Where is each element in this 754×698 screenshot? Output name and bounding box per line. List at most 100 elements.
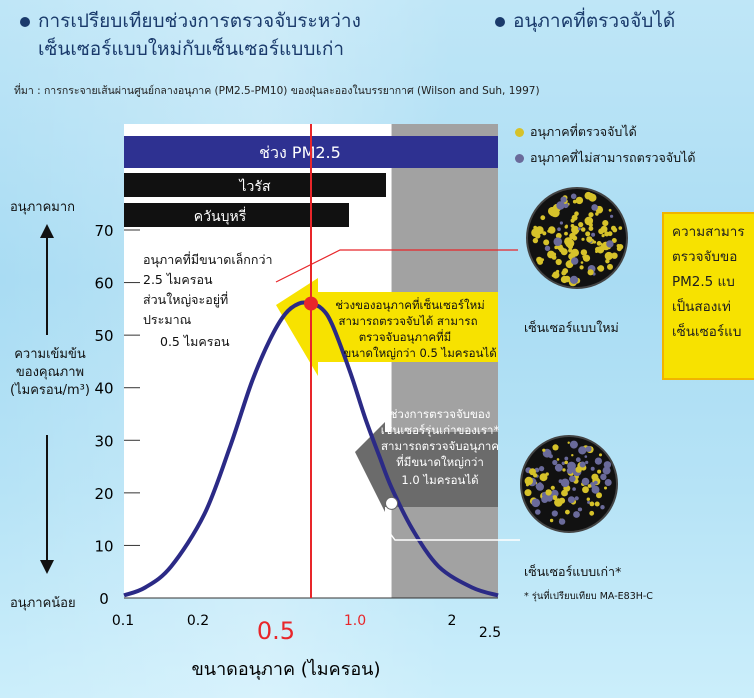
peak-marker — [304, 296, 318, 311]
particle-dot — [568, 248, 573, 253]
pm25-bar-label: ช่วง PM2.5 — [259, 143, 341, 162]
particle-dot — [600, 473, 607, 481]
particle-dot — [591, 204, 598, 211]
old-note-line: เซ็นเซอร์รุ่นเก่าของเรา* — [381, 422, 500, 437]
particle-dot — [582, 486, 589, 494]
particle-dot — [599, 242, 603, 246]
particle-dot — [594, 501, 600, 507]
particle-dot — [588, 223, 593, 227]
header-left-line1: การเปรียบเทียบช่วงการตรวจจับระหว่าง — [20, 8, 361, 34]
capability-callout: ความสามาร ตรวจจับขอ PM2.5 แบ เป็นสองเท่ … — [662, 212, 754, 380]
particle-dot — [524, 489, 532, 497]
particle-dot — [603, 461, 612, 469]
y-ticks: 0 10 20 30 40 50 60 70 — [94, 222, 140, 608]
y-title-line3: (ไมครอน/m³) — [10, 383, 90, 398]
particle-dot — [600, 225, 608, 233]
particle-dot — [607, 263, 613, 270]
particle-dot — [556, 201, 565, 210]
particle-dot — [588, 212, 594, 218]
particle-dot — [561, 489, 568, 497]
particle-dot — [584, 455, 588, 458]
old-sensor-label: เซ็นเซอร์แบบเก่า* — [524, 564, 622, 579]
header-left-line2: เซ็นเซอร์แบบใหม่กับเซ็นเซอร์แบบเก่า — [38, 38, 345, 60]
y-tick-label: 10 — [94, 537, 113, 555]
arrow-up-icon — [40, 224, 54, 238]
particle-dot — [567, 496, 575, 504]
particle-dot — [586, 497, 590, 501]
y-bottom-label: อนุภาคน้อย — [10, 596, 76, 611]
y-tick-label: 0 — [99, 590, 109, 608]
particle-dot — [611, 238, 617, 243]
particle-dot — [600, 505, 605, 510]
particle-dot — [560, 248, 568, 256]
particle-dot — [555, 258, 562, 266]
model-note: * รุ่นที่เปรียบเทียบ MA-E83H-C — [524, 591, 653, 602]
y-tick-label: 40 — [94, 380, 113, 398]
y-tick-label: 20 — [94, 485, 113, 503]
old-note-line: ที่มีขนาดใหญ่กว่า — [396, 454, 484, 469]
particle-dot — [560, 275, 569, 284]
y-axis-title: ความเข้มข้น ของคุณภาพ (ไมครอน/m³) — [6, 346, 94, 400]
particle-dot — [584, 191, 593, 200]
new-note-line: ขนาดใหญ่กว่า 0.5 ไมครอนได้ — [343, 346, 496, 360]
old-note-line: สามารถตรวจจับอนุภาค — [381, 439, 499, 453]
particle-dot — [561, 461, 565, 465]
particle-dot — [597, 469, 602, 474]
old-note-line: ช่วงการตรวจจับของ — [390, 407, 491, 421]
particle-dot — [552, 444, 559, 451]
new-note-line: สามารถตรวจจับได้ สามารถ — [338, 314, 477, 328]
particle-dot — [550, 489, 559, 498]
old-sensor-marker — [385, 496, 399, 510]
particle-dot — [593, 240, 597, 244]
particle-dot — [543, 239, 550, 246]
bullet-icon — [20, 16, 30, 27]
x-tick-0.2: 0.2 — [187, 613, 209, 629]
new-sensor-connector — [275, 249, 518, 283]
y-tick-label: 60 — [94, 275, 113, 293]
virus-bar-label: ไวรัส — [239, 178, 271, 195]
particle-dot — [569, 475, 576, 483]
particle-dot — [562, 468, 566, 472]
particle-dot — [618, 226, 623, 230]
particle-dot — [564, 460, 568, 465]
particle-dot — [554, 463, 563, 472]
old-sensor-connector — [354, 485, 520, 541]
particle-dot — [547, 250, 555, 259]
particle-dot — [575, 457, 581, 463]
particle-dot — [571, 225, 580, 234]
particle-dot — [587, 269, 594, 276]
particle-dot — [555, 232, 562, 239]
particle-dot — [596, 492, 602, 499]
particle-dot — [552, 495, 558, 501]
particle-dot — [541, 258, 544, 262]
particle-dot — [580, 261, 584, 264]
x-tick-2: 2 — [448, 613, 457, 629]
particle-dot — [569, 440, 578, 449]
particle-dot — [597, 206, 603, 212]
particle-dot — [560, 196, 567, 203]
particle-dot — [558, 518, 566, 525]
particle-dot — [617, 244, 624, 250]
particle-dot — [585, 231, 591, 237]
particle-dot — [595, 246, 601, 253]
particle-dot — [531, 498, 541, 508]
callout-line: เป็นสองเท่ — [672, 299, 731, 315]
arrow-down-icon — [40, 560, 54, 574]
particle-dot — [567, 441, 570, 444]
particle-dot — [571, 257, 579, 265]
particle-dot — [572, 487, 576, 491]
particle-dot — [541, 496, 549, 503]
particle-dot — [604, 486, 607, 490]
particle-dot — [544, 245, 551, 251]
particle-dot — [585, 446, 592, 452]
particle-dot — [593, 480, 598, 485]
particle-dot — [580, 250, 584, 254]
small-note-line: ส่วนใหญ่จะอยู่ที่ — [143, 291, 228, 308]
y-title-line1: ความเข้มข้น — [14, 347, 86, 362]
legend-detectable: อนุภาคที่ตรวจจับได้ — [515, 122, 637, 142]
particle-dot — [589, 510, 595, 516]
particle-dot — [535, 509, 541, 515]
small-note-line: 0.5 ไมครอน — [160, 334, 230, 349]
particle-dot — [569, 275, 579, 284]
